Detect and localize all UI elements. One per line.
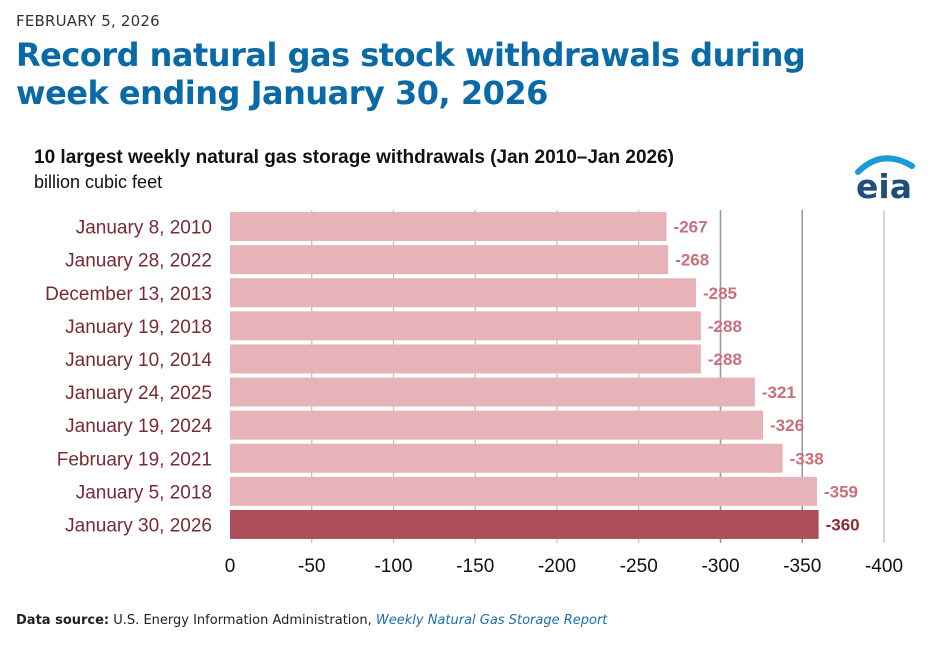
data-label: -288	[708, 350, 742, 369]
bar	[230, 311, 701, 340]
bar	[230, 344, 701, 373]
bar	[230, 510, 819, 539]
category-label: January 28, 2022	[65, 251, 212, 272]
category-label: January 19, 2018	[65, 317, 212, 338]
category-label: January 10, 2014	[65, 350, 212, 371]
data-label: -338	[790, 449, 824, 468]
x-tick-label: -400	[865, 556, 903, 577]
x-tick-label: -250	[620, 556, 658, 577]
bar	[230, 245, 668, 274]
data-source: Data source: U.S. Energy Information Adm…	[16, 613, 607, 628]
x-tick-label: -150	[456, 556, 494, 577]
bar	[230, 378, 755, 407]
data-label: -285	[703, 284, 737, 303]
category-label: January 30, 2026	[65, 515, 212, 536]
data-source-text: U.S. Energy Information Administration,	[113, 613, 371, 628]
x-tick-label: -100	[374, 556, 412, 577]
category-label: January 24, 2025	[65, 383, 212, 404]
data-label: -268	[675, 251, 709, 270]
data-label: -359	[824, 482, 858, 501]
x-tick-label: 0	[225, 556, 236, 577]
category-label: December 13, 2013	[45, 284, 212, 305]
data-label: -326	[770, 416, 804, 435]
bar	[230, 444, 783, 473]
category-label: January 19, 2024	[65, 416, 212, 437]
x-tick-label: -50	[298, 556, 325, 577]
bar	[230, 212, 667, 241]
bar	[230, 411, 763, 440]
data-label: -321	[762, 383, 796, 402]
x-tick-label: -300	[701, 556, 739, 577]
bar	[230, 278, 696, 307]
data-label: -360	[826, 515, 860, 534]
category-label: January 8, 2010	[76, 218, 212, 239]
bar	[230, 477, 817, 506]
data-source-label: Data source:	[16, 613, 109, 628]
data-label: -267	[674, 218, 708, 237]
category-label: January 5, 2018	[76, 482, 212, 503]
data-label: -288	[708, 317, 742, 336]
bar-chart: 0 -50 -100 -150 -200 -250 -300 -350 -400 January …	[0, 0, 930, 653]
x-tick-label: -200	[538, 556, 576, 577]
x-tick-label: -350	[783, 556, 821, 577]
category-label: February 19, 2021	[57, 449, 212, 470]
report-link[interactable]: Weekly Natural Gas Storage Report	[376, 613, 608, 628]
